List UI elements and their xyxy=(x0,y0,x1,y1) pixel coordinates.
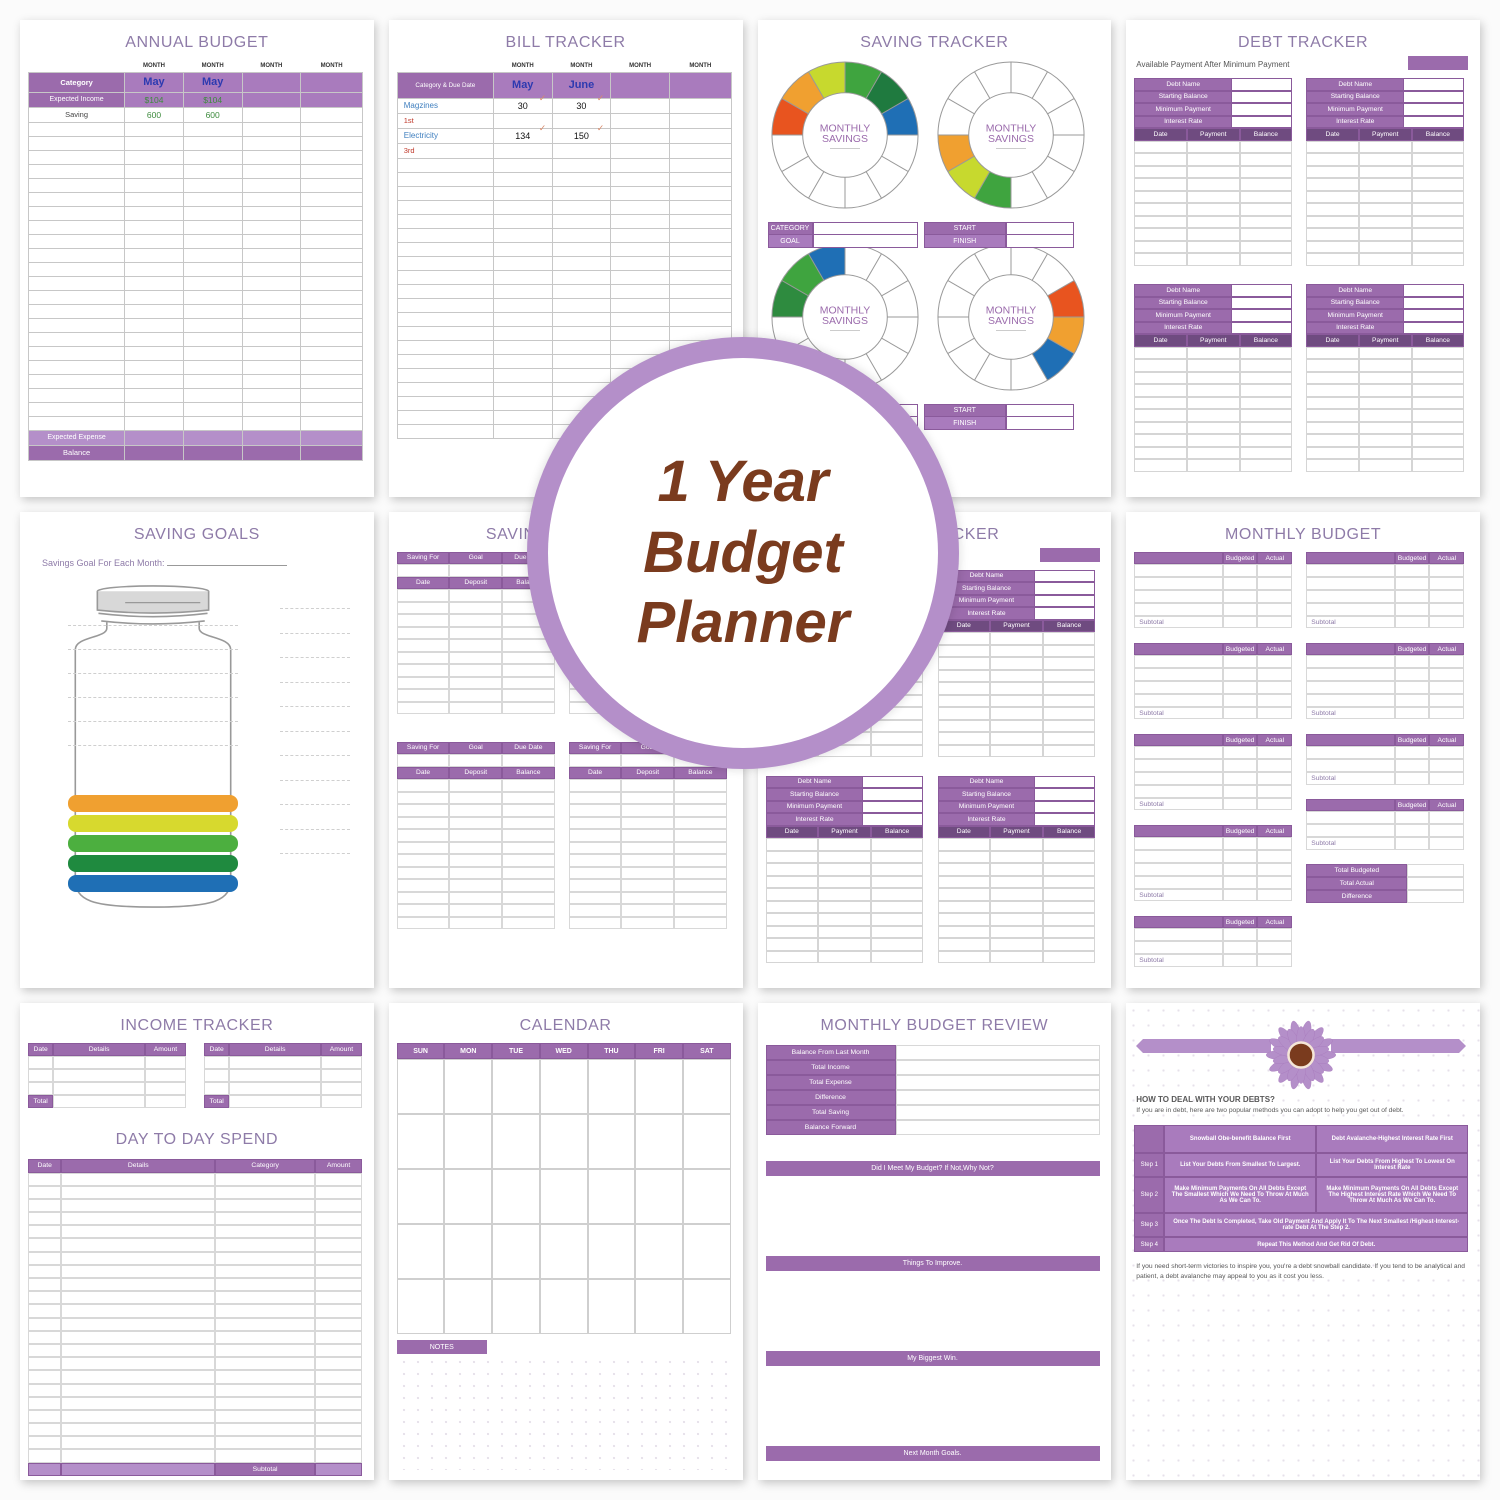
svg-text:SAVINGS: SAVINGS xyxy=(988,315,1034,327)
svg-text:SAVINGS: SAVINGS xyxy=(988,133,1034,145)
svg-text:SAVINGS: SAVINGS xyxy=(822,133,868,145)
svg-text:SAVINGS: SAVINGS xyxy=(822,315,868,327)
